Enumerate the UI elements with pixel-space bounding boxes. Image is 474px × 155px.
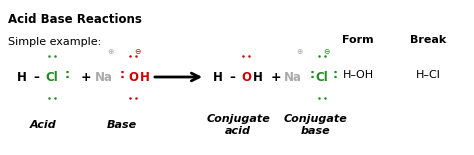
Text: Conjugate
base: Conjugate base [283,114,347,136]
Text: :: : [310,69,315,82]
Text: :: : [64,69,70,82]
Text: H: H [213,71,223,84]
Text: –: – [229,71,235,84]
Text: +: + [81,71,91,84]
Text: ⊕: ⊕ [296,47,302,57]
Text: H–Cl: H–Cl [416,70,440,80]
Text: :: : [332,69,337,82]
Text: H: H [253,71,263,84]
Text: :: : [119,69,125,82]
Text: Cl: Cl [46,71,58,84]
Text: O: O [128,71,138,84]
Text: Conjugate
acid: Conjugate acid [206,114,270,136]
Text: Acid: Acid [29,120,56,130]
Text: H: H [140,71,150,84]
Text: Simple example:: Simple example: [8,37,101,47]
Text: Base: Base [107,120,137,130]
Text: H–OH: H–OH [342,70,374,80]
Text: ⊖: ⊖ [134,47,140,57]
Text: +: + [271,71,281,84]
Text: Acid Base Reactions: Acid Base Reactions [8,13,142,26]
Text: Cl: Cl [316,71,328,84]
Text: Form: Form [342,35,374,45]
Text: ⊕: ⊕ [107,47,113,57]
Text: H: H [17,71,27,84]
Text: Na: Na [95,71,113,84]
Text: –: – [33,71,39,84]
Text: Na: Na [284,71,302,84]
Text: Break: Break [410,35,446,45]
Text: O: O [241,71,251,84]
Text: ⊖: ⊖ [323,47,329,57]
